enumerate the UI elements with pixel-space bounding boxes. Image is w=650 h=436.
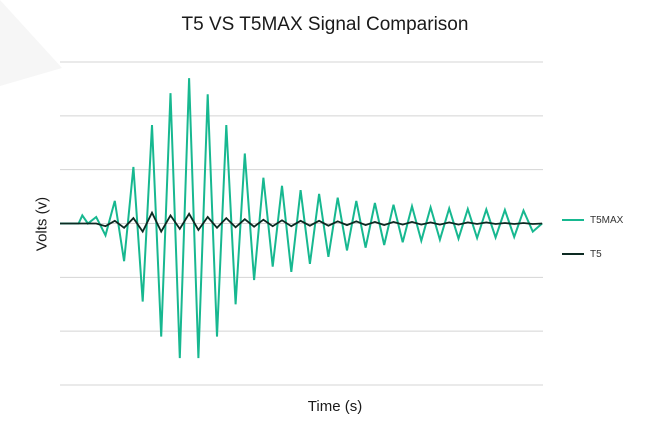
series-line-t5 bbox=[60, 210, 543, 234]
legend-swatch-t5max bbox=[562, 219, 584, 221]
legend-item-t5max: T5MAX bbox=[562, 212, 623, 228]
legend-item-t5: T5 bbox=[562, 246, 623, 262]
x-axis-label: Time (s) bbox=[307, 398, 363, 415]
background-corner-shape bbox=[0, 0, 62, 86]
background-corner-fill bbox=[0, 0, 62, 86]
legend-label-t5max: T5MAX bbox=[590, 214, 624, 226]
chart-title: T5 VS T5MAX Signal Comparison bbox=[181, 14, 469, 35]
series-line-t5max bbox=[60, 78, 543, 359]
legend: T5MAX T5 bbox=[562, 212, 623, 280]
legend-swatch-t5 bbox=[562, 253, 584, 255]
y-axis-label: Volts (v) bbox=[33, 196, 51, 252]
series-lines bbox=[60, 78, 543, 359]
legend-label-t5: T5 bbox=[590, 248, 602, 260]
